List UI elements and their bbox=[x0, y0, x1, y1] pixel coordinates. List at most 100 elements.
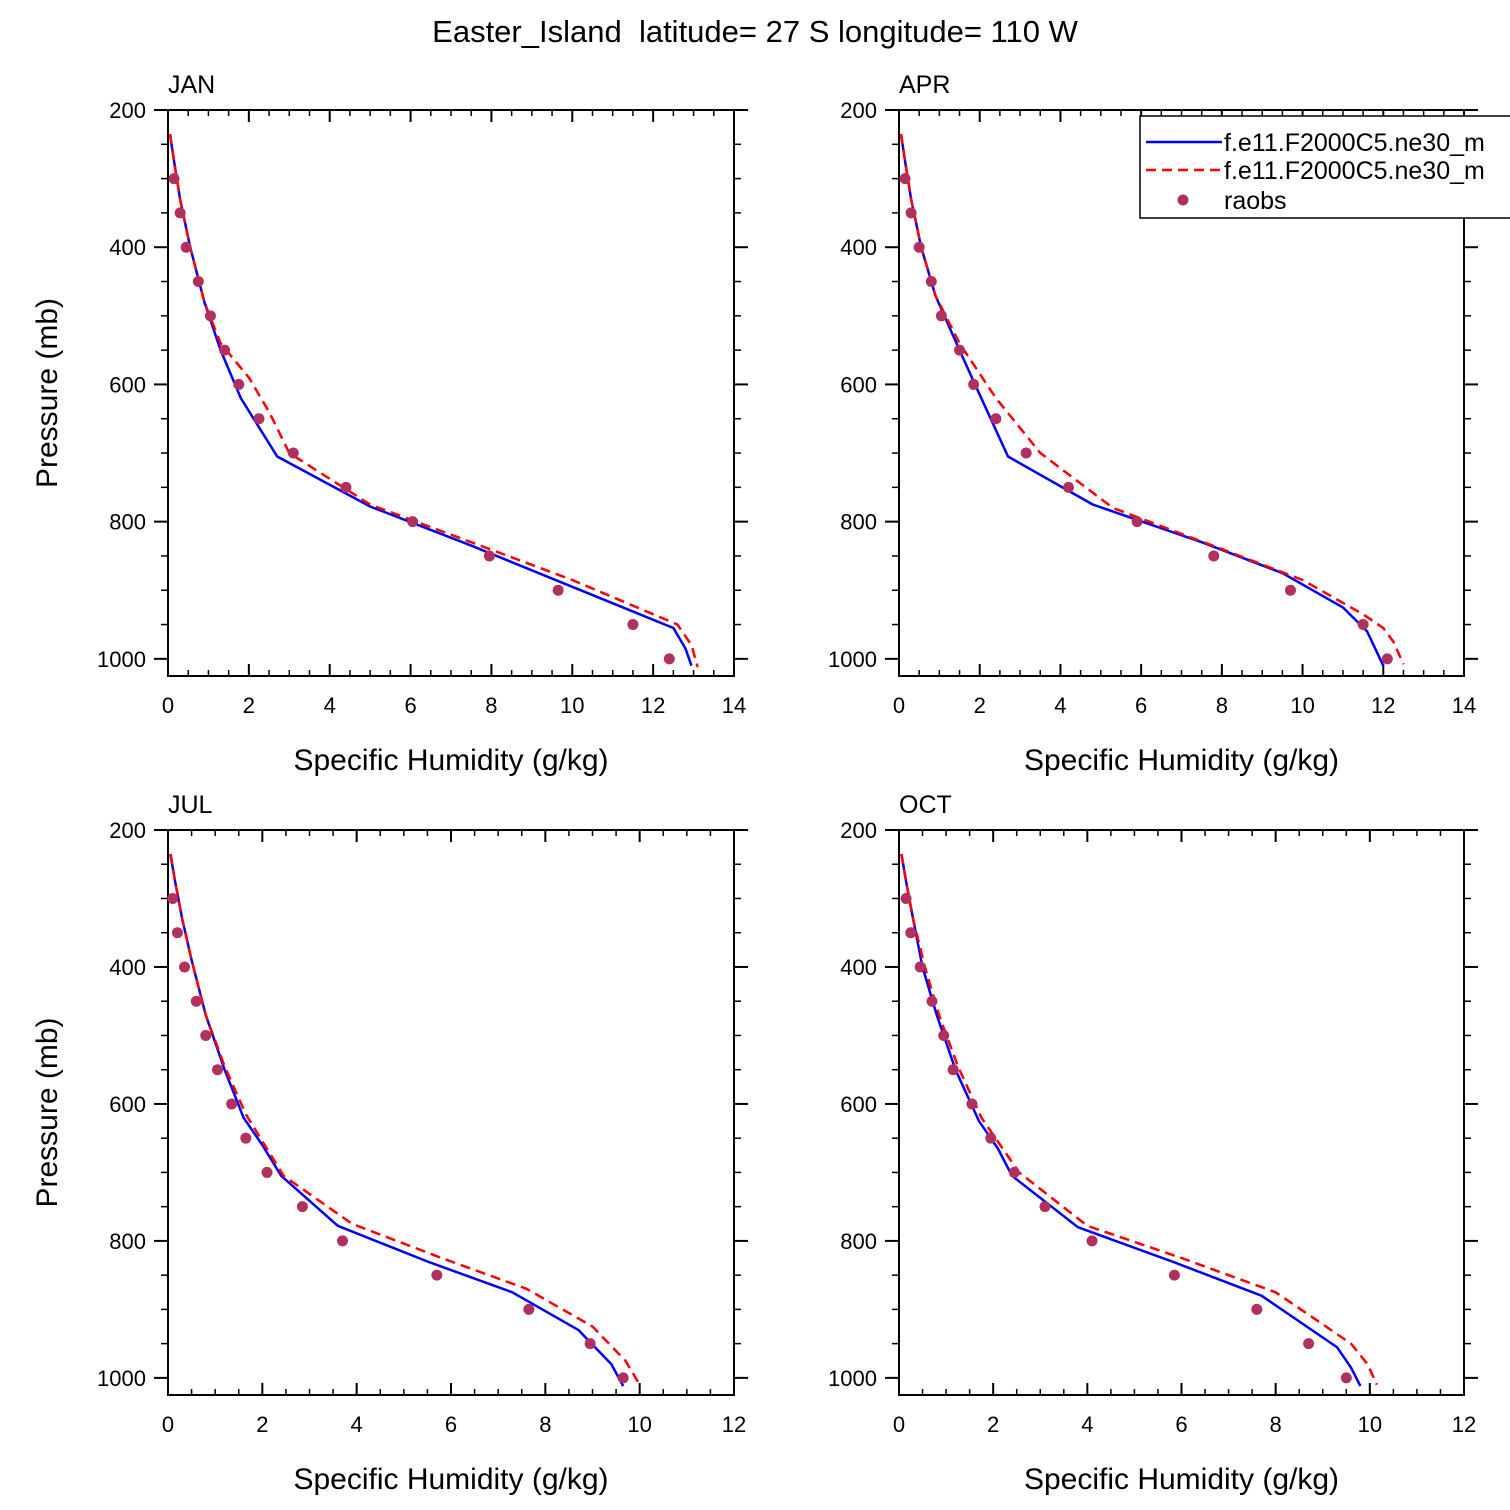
raobs-point bbox=[253, 413, 265, 425]
raobs-point bbox=[204, 310, 216, 322]
solid-series-line bbox=[168, 133, 693, 667]
raobs-point bbox=[938, 1029, 950, 1041]
plot-frame bbox=[167, 109, 735, 677]
legend-marker bbox=[1177, 194, 1189, 206]
raobs-point bbox=[1168, 1269, 1180, 1281]
y-tick-label: 1000 bbox=[828, 1366, 877, 1391]
raobs-point bbox=[925, 276, 937, 288]
raobs-point bbox=[190, 995, 202, 1007]
raobs-point bbox=[407, 516, 419, 528]
x-tick-label: 4 bbox=[1054, 693, 1066, 718]
y-tick-label: 800 bbox=[840, 510, 877, 535]
raobs-point bbox=[966, 1098, 978, 1110]
y-tick-label: 400 bbox=[109, 955, 146, 980]
raobs-point bbox=[261, 1166, 273, 1178]
raobs-point bbox=[1381, 653, 1393, 665]
legend: f.e11.F2000C5.ne30_mf.e11.F2000C5.ne30_m… bbox=[1139, 115, 1510, 219]
y-tick-label: 200 bbox=[840, 98, 877, 123]
legend-label: f.e11.F2000C5.ne30_m bbox=[1224, 157, 1485, 185]
y-tick-label: 200 bbox=[109, 818, 146, 843]
raobs-point bbox=[905, 207, 917, 219]
panel-jul: 0 2 4 6 8 10 12 200 400 600 800 1000 JUL Specific Hum… bbox=[31, 791, 748, 1496]
y-axis-label: Pressure (mb) bbox=[31, 1017, 64, 1207]
x-tick-label: 0 bbox=[162, 693, 174, 718]
y-tick-label: 200 bbox=[840, 818, 877, 843]
dashed-series-line bbox=[168, 133, 699, 668]
x-tick-label: 12 bbox=[722, 1412, 746, 1437]
raobs-point bbox=[990, 413, 1002, 425]
y-tick-label: 800 bbox=[840, 1229, 877, 1254]
y-tick-label: 400 bbox=[109, 235, 146, 260]
raobs-point bbox=[200, 1029, 212, 1041]
raobs-point bbox=[483, 550, 495, 562]
raobs-point bbox=[914, 961, 926, 973]
x-tick-label: 10 bbox=[560, 693, 584, 718]
y-tick-label: 1000 bbox=[97, 647, 146, 672]
legend-box bbox=[1139, 115, 1510, 219]
x-tick-label: 8 bbox=[485, 693, 497, 718]
raobs-point bbox=[947, 1064, 959, 1076]
y-tick-label: 1000 bbox=[828, 647, 877, 672]
x-axis-label: Specific Humidity (g/kg) bbox=[1024, 744, 1339, 777]
x-tick-label: 0 bbox=[893, 1412, 905, 1437]
panel-oct: 0 2 4 6 8 10 12 200 400 600 800 1000 OCT Specific Hum… bbox=[828, 791, 1478, 1496]
x-tick-label: 2 bbox=[243, 693, 255, 718]
raobs-point bbox=[179, 961, 191, 973]
raobs-point bbox=[219, 344, 231, 356]
panel-jan: 0 2 4 6 8 10 12 14 200 400 600 800 1000 JAN Specific H… bbox=[31, 71, 748, 777]
raobs-point bbox=[584, 1338, 596, 1350]
raobs-point bbox=[627, 619, 639, 631]
raobs-point bbox=[192, 276, 204, 288]
raobs-point bbox=[663, 653, 675, 665]
raobs-point bbox=[985, 1132, 997, 1144]
plot-frame bbox=[167, 829, 735, 1396]
x-tick-label: 2 bbox=[974, 693, 986, 718]
raobs-point bbox=[431, 1269, 443, 1281]
legend-label: raobs bbox=[1224, 187, 1287, 215]
x-tick-label: 10 bbox=[1290, 693, 1314, 718]
raobs-point bbox=[1303, 1338, 1315, 1350]
y-tick-label: 200 bbox=[109, 98, 146, 123]
raobs-point bbox=[1008, 1166, 1020, 1178]
raobs-point bbox=[240, 1132, 252, 1144]
x-tick-label: 6 bbox=[404, 693, 416, 718]
x-axis-label: Specific Humidity (g/kg) bbox=[293, 1463, 608, 1496]
raobs-point bbox=[523, 1303, 535, 1315]
x-tick-label: 0 bbox=[893, 693, 905, 718]
y-tick-label: 600 bbox=[840, 1092, 877, 1117]
raobs-point bbox=[171, 927, 183, 939]
raobs-point bbox=[926, 995, 938, 1007]
panel-label: JAN bbox=[168, 71, 215, 99]
raobs-point bbox=[233, 378, 245, 390]
raobs-point bbox=[1340, 1372, 1352, 1384]
dashed-series-line bbox=[900, 853, 1379, 1386]
raobs-point bbox=[954, 344, 966, 356]
panel-label: JUL bbox=[168, 791, 213, 819]
raobs-point bbox=[1063, 481, 1074, 493]
raobs-point bbox=[905, 927, 917, 939]
y-tick-label: 1000 bbox=[97, 1366, 146, 1391]
x-tick-label: 14 bbox=[722, 693, 746, 718]
y-tick-label: 800 bbox=[109, 510, 146, 535]
y-tick-label: 800 bbox=[109, 1229, 146, 1254]
y-tick-label: 600 bbox=[840, 372, 877, 397]
raobs-point bbox=[552, 584, 564, 596]
raobs-point bbox=[1131, 516, 1143, 528]
raobs-point bbox=[168, 173, 180, 185]
panel-apr: 0 2 4 6 8 10 12 14 200 400 600 800 1000 APR Specific H… bbox=[828, 71, 1478, 777]
y-tick-label: 400 bbox=[840, 235, 877, 260]
raobs-point bbox=[167, 892, 179, 904]
x-tick-label: 8 bbox=[539, 1412, 551, 1437]
x-tick-label: 6 bbox=[1175, 1412, 1187, 1437]
x-tick-label: 4 bbox=[324, 693, 336, 718]
x-tick-label: 10 bbox=[1358, 1412, 1382, 1437]
raobs-point bbox=[1284, 584, 1296, 596]
raobs-point bbox=[1251, 1303, 1263, 1315]
x-axis-label: Specific Humidity (g/kg) bbox=[1024, 1463, 1339, 1496]
x-tick-label: 10 bbox=[627, 1412, 651, 1437]
x-tick-label: 4 bbox=[351, 1412, 363, 1437]
raobs-point bbox=[913, 241, 925, 253]
x-tick-label: 12 bbox=[1452, 1412, 1476, 1437]
raobs-point bbox=[968, 378, 980, 390]
